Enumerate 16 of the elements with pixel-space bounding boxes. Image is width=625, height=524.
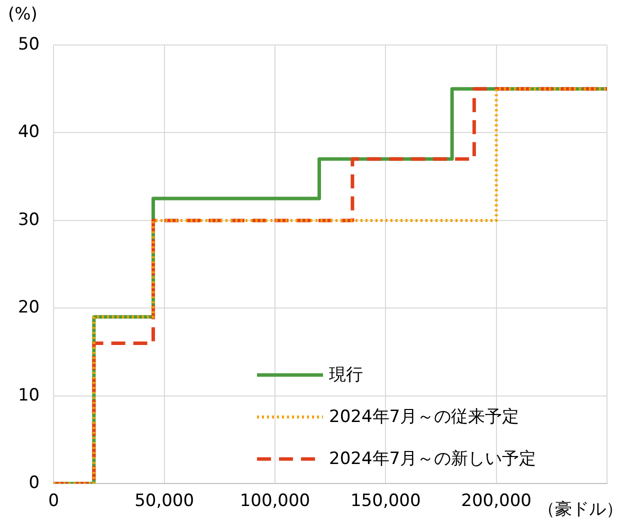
x-axis-title: （豪ドル） <box>538 500 623 520</box>
legend-label: 2024年7月～の従来予定 <box>329 406 520 428</box>
y-tick-label: 10 <box>18 385 40 406</box>
x-tick-label: 0 <box>48 491 60 512</box>
y-tick-label: 40 <box>18 122 40 142</box>
x-tick-label: 150,000 <box>350 491 421 512</box>
y-tick-label: 50 <box>18 34 40 54</box>
y-tick-label: 0 <box>28 473 40 494</box>
y-tick-label: 30 <box>18 210 40 230</box>
y-axis-title: (%) <box>8 4 38 24</box>
legend-label: 現行 <box>329 364 363 386</box>
y-tick-label: 20 <box>18 298 40 318</box>
x-tick-label: 100,000 <box>240 491 310 512</box>
x-tick-label: 200,000 <box>461 491 532 512</box>
legend-label: 2024年7月～の新しい予定 <box>329 448 536 470</box>
x-tick-label: 50,000 <box>134 491 194 512</box>
